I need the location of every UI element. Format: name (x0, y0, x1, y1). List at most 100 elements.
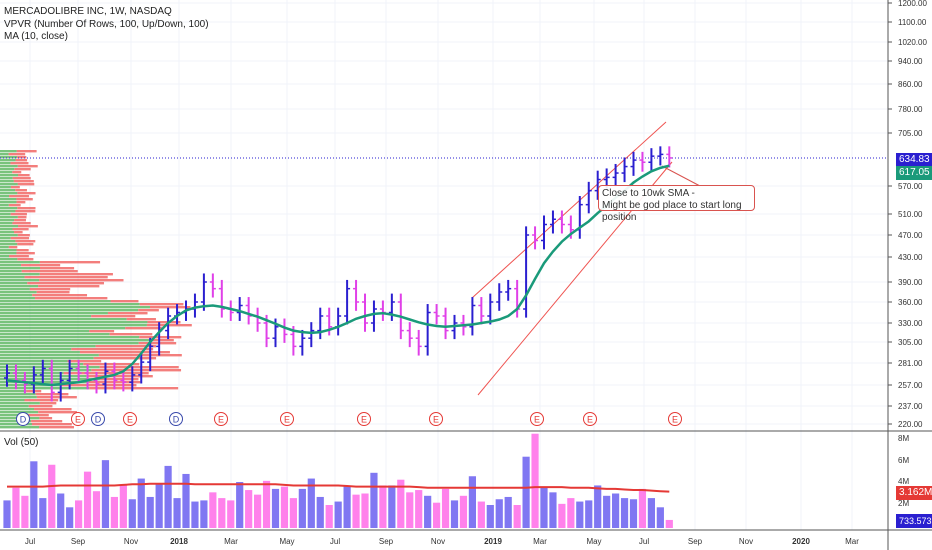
vpvr-row-down (14, 168, 31, 171)
vpvr-row-up (0, 327, 126, 330)
vpvr-row-up (0, 402, 40, 405)
price-tick-label: 1100.00 (898, 18, 927, 27)
vpvr-row-down (24, 399, 59, 402)
vpvr-row-down (139, 303, 184, 306)
vpvr-row-down (17, 156, 27, 159)
volume-bar (101, 460, 110, 528)
event-marker-label: E (75, 415, 81, 425)
vpvr-row-down (109, 333, 153, 336)
volume-bar (298, 488, 306, 528)
volume-tick-label: 6M (898, 456, 909, 465)
volume-bar (379, 485, 387, 528)
event-marker-label: E (361, 415, 367, 425)
volume-bar (433, 502, 441, 528)
vpvr-row-up (0, 180, 14, 183)
vpvr-row-down (17, 234, 30, 237)
vpvr-row-up (0, 207, 18, 210)
vpvr-row-down (17, 192, 36, 195)
time-tick-label: 2018 (170, 537, 188, 546)
vpvr-row-down (36, 396, 77, 399)
vpvr-row-up (0, 324, 147, 327)
vpvr-row-up (0, 318, 127, 321)
price-tick-label: 430.00 (898, 253, 923, 262)
time-tick-label: May (279, 537, 294, 546)
volume-bar (39, 498, 47, 528)
chart-title: MERCADOLIBRE INC, 1W, NASDAQ (4, 6, 172, 17)
volume-bar (549, 492, 557, 528)
vpvr-row-down (21, 270, 78, 273)
volume-bar (388, 485, 396, 528)
vpvr-row-down (36, 291, 70, 294)
time-tick-label: May (586, 537, 601, 546)
volume-bar (227, 500, 235, 528)
price-tick-label: 220.00 (898, 420, 923, 429)
volume-bar (531, 433, 539, 528)
price-tick-label: 470.00 (898, 231, 923, 240)
grid (0, 0, 888, 530)
volume-bar (576, 501, 584, 528)
vpvr-row-up (0, 345, 96, 348)
vpvr-row-up (0, 309, 139, 312)
event-marker-label: E (218, 415, 224, 425)
vpvr-row-down (17, 174, 30, 177)
volume-bar (415, 490, 423, 528)
event-marker (357, 412, 371, 426)
vpvr-row-down (39, 402, 57, 405)
vpvr-row-down (17, 243, 34, 246)
vpvr-row-down (10, 186, 20, 189)
vpvr-row-down (14, 231, 23, 234)
volume-bar (200, 500, 208, 528)
time-tick-label: Mar (224, 537, 238, 546)
volume-profile (0, 150, 192, 429)
time-tick-label: Jul (639, 537, 649, 546)
vpvr-row-down (17, 183, 35, 186)
volume-bar (245, 490, 253, 528)
vpvr-row-down (89, 387, 179, 390)
vpvr-row-up (0, 159, 16, 162)
vpvr-row-up (0, 426, 40, 429)
price-tick-label: 390.00 (898, 278, 923, 287)
vpvr-row-up (0, 351, 80, 354)
vpvr-row-down (16, 198, 33, 201)
vpvr-row-up (0, 255, 10, 258)
volume-bar (289, 498, 297, 528)
volume-bar (486, 505, 494, 528)
volume-bar (477, 501, 485, 528)
vpvr-row-down (21, 414, 49, 417)
vpvr-row-up (0, 270, 22, 273)
volume-bar (12, 487, 20, 528)
vpvr-row-up (0, 192, 18, 195)
annotation-note[interactable]: Close to 10wk SMA - Might be god place t… (598, 185, 755, 223)
vpvr-row-down (83, 363, 140, 366)
vpvr-row-up (0, 312, 108, 315)
vpvr-row-up (0, 387, 90, 390)
vpvr-row-down (138, 309, 159, 312)
vpvr-row-up (0, 243, 18, 246)
vpvr-row-up (0, 411, 39, 414)
volume-bar (191, 501, 199, 528)
volume-bar (48, 464, 56, 528)
volume-bar (209, 492, 217, 528)
vpvr-row-down (24, 276, 108, 279)
vpvr-row-down (15, 159, 28, 162)
ma-price-tag: 617.05 (896, 166, 932, 180)
vpvr-row-up (0, 216, 18, 219)
vpvr-row-down (16, 150, 37, 153)
time-tick-label: Jul (25, 537, 35, 546)
vpvr-row-down (15, 210, 36, 213)
vpvr-row-up (0, 399, 25, 402)
volume-bar (540, 486, 548, 528)
vol-last-tag: 733.573K (896, 514, 932, 528)
vpvr-row-up (0, 372, 64, 375)
event-marker (583, 412, 597, 426)
vpvr-row-up (0, 237, 11, 240)
vpvr-row-down (9, 195, 29, 198)
vpvr-row-down (10, 213, 27, 216)
volume-bar (254, 494, 262, 528)
ma-line (6, 164, 670, 387)
vpvr-row-up (0, 393, 36, 396)
vpvr-row-down (125, 327, 162, 330)
price-tick-label: 257.00 (898, 381, 923, 390)
